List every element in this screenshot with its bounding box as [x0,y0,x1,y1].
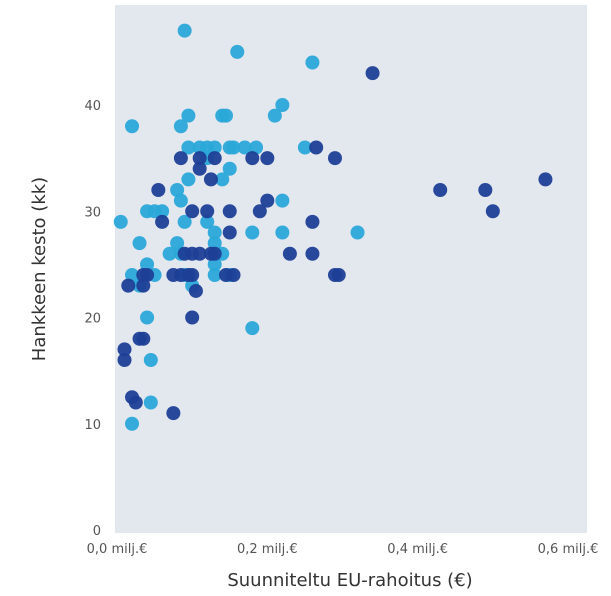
data-point [226,140,241,155]
data-point [275,225,290,240]
data-point [331,268,346,282]
data-point [155,214,170,229]
data-point [170,236,185,251]
data-point [151,183,166,197]
data-point [121,278,136,293]
data-point [185,204,200,219]
data-point [117,353,132,367]
data-point [207,257,222,272]
data-point [207,236,222,251]
data-point [267,108,282,123]
data-point [275,98,290,112]
data-point [215,172,230,187]
data-point [162,246,177,261]
data-point [226,268,241,282]
x-axis-ticks: 0,0 milj.€ 0,2 milj.€ 0,4 milj.€ 0,6 milj.€ [87,542,599,557]
data-point [177,214,192,229]
data-point [207,140,222,155]
data-point [192,151,207,166]
data-point [230,44,245,59]
data-point [207,246,222,261]
x-axis-title: Suunniteltu EU-rahoitus (€) [227,570,472,591]
data-point [260,151,275,166]
data-point [327,151,342,166]
data-point [222,225,237,240]
y-axis-title: Hankkeen kesto (kk) [29,177,50,361]
data-point [200,214,215,229]
data-point [128,395,143,410]
data-point [305,55,320,70]
data-point [177,23,192,38]
data-point [218,108,233,123]
data-point [173,119,188,134]
data-point [136,278,151,293]
data-point [478,183,493,197]
data-point [350,225,365,240]
data-point [192,161,207,176]
data-point [181,108,196,123]
data-point [207,151,222,166]
y-tick-label: 30 [84,205,101,220]
data-point [309,140,324,155]
data-point [185,268,200,282]
y-tick-label: 0 [93,524,101,539]
data-point [207,225,222,240]
data-point [275,193,290,208]
data-point [173,193,188,208]
data-points [113,23,553,431]
data-point [203,172,218,187]
data-point [305,214,320,229]
x-tick-label: 0,2 milj.€ [237,542,298,557]
x-tick-label: 0,4 milj.€ [387,542,448,557]
data-point [192,246,207,261]
y-tick-label: 10 [84,418,101,433]
data-point [200,204,215,219]
data-point [185,310,200,325]
y-tick-label: 20 [84,312,101,327]
data-point [305,246,320,261]
data-point [365,66,380,81]
data-point [245,151,260,166]
y-axis-ticks: 0 10 20 30 40 [84,99,101,539]
data-point [125,416,140,431]
data-point [125,268,140,282]
data-point [132,331,147,346]
data-point [297,140,312,155]
data-point [140,257,155,272]
data-point [113,214,128,229]
data-point [188,283,203,298]
x-tick-label: 0,0 milj.€ [87,542,148,557]
data-point [143,353,158,367]
data-point [222,204,237,219]
data-point [260,193,275,208]
data-point [249,140,264,155]
data-point [181,172,196,187]
data-point [117,342,132,357]
data-point [166,406,181,421]
data-point [485,204,500,219]
data-point [237,140,252,155]
data-point [132,236,147,251]
data-point [125,119,140,134]
data-point [140,268,155,282]
data-point [245,321,260,336]
data-point [282,246,297,261]
data-point [143,395,158,410]
data-point [173,151,188,166]
y-tick-label: 40 [84,99,101,114]
data-point [433,183,448,197]
data-point [245,225,260,240]
data-point [207,268,222,282]
data-point [140,310,155,325]
data-point [252,204,267,219]
data-point [222,161,237,176]
data-point [155,204,170,219]
data-point [181,140,196,155]
data-point [538,172,553,187]
x-tick-label: 0,6 milj.€ [538,542,599,557]
data-point [170,183,185,197]
